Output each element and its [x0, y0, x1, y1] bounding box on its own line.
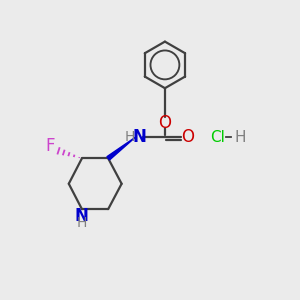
Text: H: H — [234, 130, 246, 145]
Text: O: O — [181, 128, 194, 146]
Text: F: F — [45, 137, 55, 155]
Text: Cl: Cl — [210, 130, 225, 145]
Text: H: H — [125, 130, 135, 145]
Text: H: H — [77, 217, 87, 230]
Text: O: O — [158, 113, 171, 131]
Polygon shape — [107, 137, 135, 160]
Text: N: N — [75, 207, 89, 225]
Text: N: N — [132, 128, 146, 146]
